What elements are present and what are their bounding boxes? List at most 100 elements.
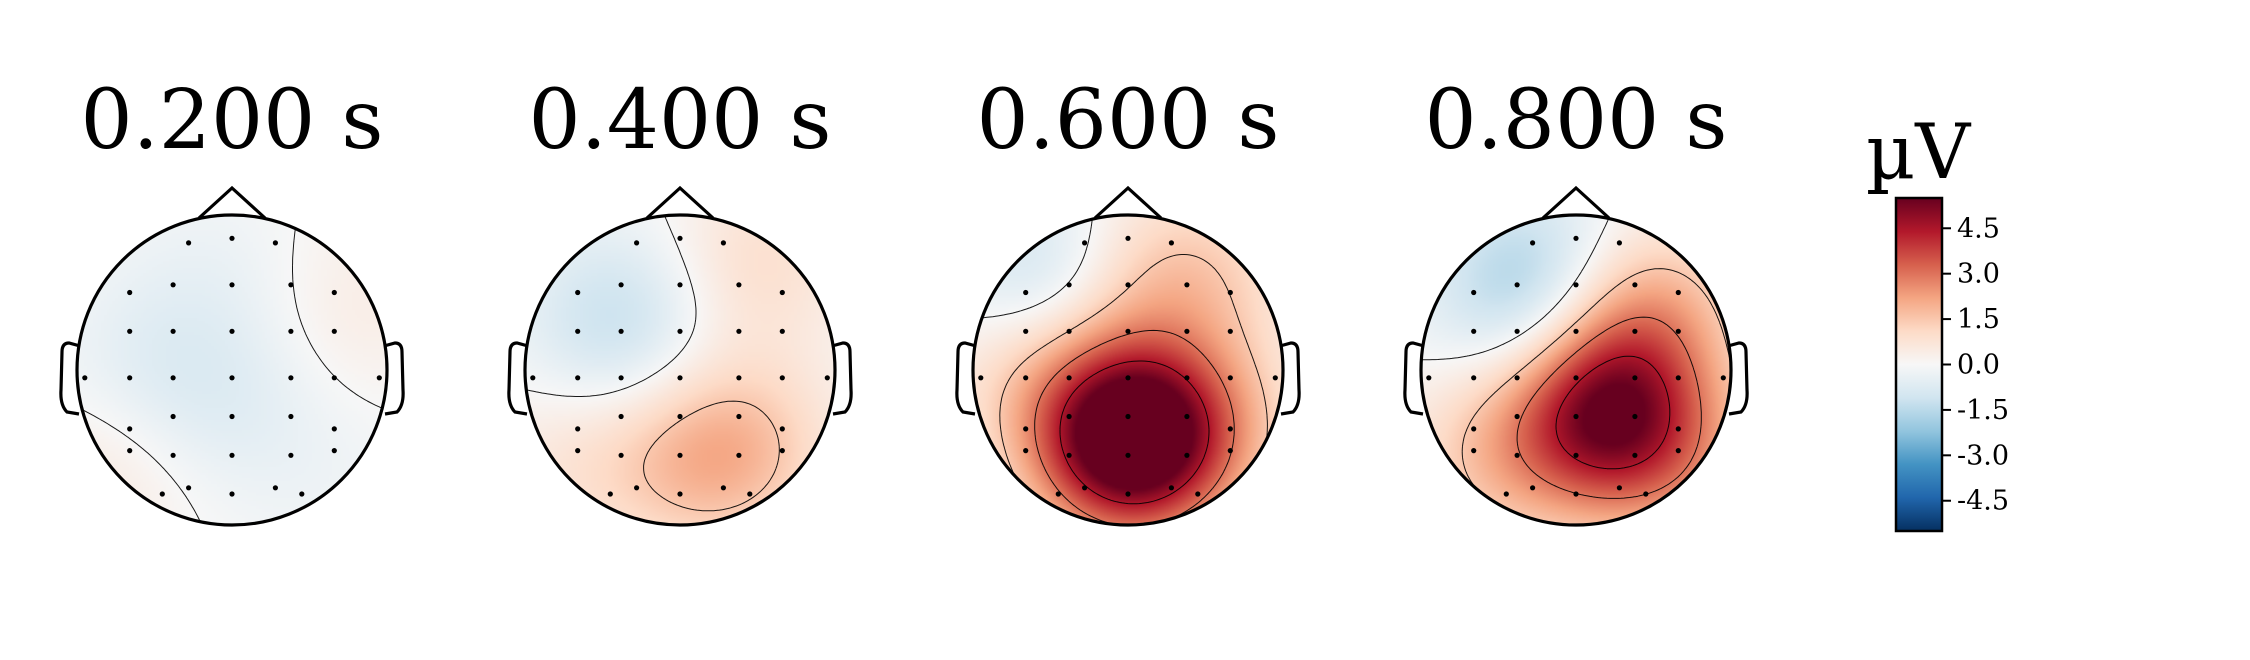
sensor-dot — [229, 491, 235, 497]
sensor-dot — [186, 240, 192, 246]
sensor-dot — [229, 413, 235, 420]
sensor-dot — [1023, 289, 1029, 296]
sensor-dot — [1125, 413, 1131, 420]
sensor-dot — [677, 235, 683, 241]
sensor-dot — [1675, 426, 1681, 432]
sensor-dot — [1632, 452, 1638, 458]
sensor-dot — [720, 240, 727, 246]
sensor-dot — [1227, 328, 1233, 334]
left-ear — [507, 341, 529, 416]
sensor-dot — [288, 413, 294, 420]
sensor-dot — [634, 240, 640, 246]
nose — [1541, 185, 1611, 220]
sensor-dot — [1514, 282, 1520, 288]
head-outline — [523, 213, 837, 527]
sensor-dot — [1184, 375, 1190, 381]
sensor-dot — [1514, 328, 1520, 334]
sensor-dot — [736, 452, 742, 458]
sensor-dot — [82, 375, 88, 381]
sensor-dot — [1573, 235, 1579, 241]
sensor-dot — [1675, 328, 1681, 334]
sensor-dot — [1720, 375, 1726, 381]
sensor-dot — [1184, 452, 1190, 458]
sensor-dot — [288, 452, 294, 458]
sensor-dot — [1675, 448, 1681, 454]
sensor-dot — [1514, 413, 1520, 420]
sensor-dot — [1675, 289, 1681, 296]
sensor-dot — [720, 485, 727, 491]
sensor-dot — [1082, 485, 1088, 491]
sensor-dot — [607, 491, 613, 497]
topomap-title: 0.800 s — [1425, 73, 1728, 168]
sensor-dot — [677, 452, 683, 458]
head-outline — [1419, 213, 1733, 527]
sensor-dot — [575, 426, 581, 432]
sensor-dot — [1573, 328, 1579, 334]
sensor-dot — [677, 375, 683, 381]
left-ear — [955, 341, 977, 416]
sensor-dot — [1632, 328, 1638, 334]
sensor-dot — [634, 485, 640, 491]
colorbar-tick-label: 4.5 — [1957, 213, 2000, 244]
head-outline — [75, 213, 389, 527]
sensor-dot — [127, 328, 133, 334]
contour-line — [1516, 316, 1702, 499]
sensor-dot — [186, 485, 192, 491]
sensor-dot — [978, 375, 984, 381]
sensor-dot — [779, 448, 785, 454]
sensor-dot — [779, 289, 785, 296]
right-ear — [1279, 341, 1301, 416]
sensor-dot — [530, 375, 536, 381]
sensor-dot — [1023, 426, 1029, 432]
left-ear — [1403, 341, 1425, 416]
left-ear — [59, 341, 81, 416]
sensor-dot — [1632, 375, 1638, 381]
sensor-dot — [127, 448, 133, 454]
sensor-dot — [1125, 491, 1131, 497]
sensor-dot — [1616, 240, 1622, 246]
contour-lines — [1421, 215, 1731, 525]
sensor-dot — [1503, 491, 1509, 497]
sensor-dot — [229, 452, 235, 458]
sensor-dot — [376, 375, 382, 381]
sensor-dot — [229, 375, 235, 381]
topomap-title: 0.200 s — [81, 73, 384, 168]
sensor-dot — [1573, 375, 1579, 381]
topomap-field — [525, 215, 835, 525]
sensor-dot — [127, 426, 133, 432]
colorbar-tick-label: 3.0 — [1957, 259, 2000, 290]
sensor-dot — [575, 328, 581, 334]
colorbar-gradient — [1894, 196, 1944, 533]
sensor-dot — [618, 375, 624, 381]
sensor-dot — [288, 375, 294, 381]
sensor-dot — [288, 328, 294, 334]
sensor-dot — [1227, 289, 1233, 296]
colorbar: µV 4.5 3.0 1.5 0.0 -1.5 -3.0 -4.5 — [1866, 107, 2009, 533]
sensor-dot — [170, 282, 176, 288]
topomap-title: 0.600 s — [977, 73, 1280, 168]
topomap-field — [1421, 215, 1731, 525]
sensor-dot — [747, 491, 753, 497]
colorbar-tick-label: -3.0 — [1957, 440, 2009, 471]
sensor-dot — [331, 375, 337, 381]
sensor-dot — [1184, 282, 1190, 288]
sensor-dot — [824, 375, 830, 381]
sensor-dot — [272, 485, 278, 491]
sensor-dot — [618, 328, 624, 334]
sensor-dot — [618, 282, 624, 288]
topomap-2: 0.400 s — [507, 73, 853, 527]
sensor-dot — [1272, 375, 1278, 381]
sensor-dot — [1675, 375, 1681, 381]
sensor-dot — [1573, 282, 1579, 288]
colorbar-tick-label: 1.5 — [1957, 304, 2000, 335]
sensor-dot — [127, 375, 133, 381]
sensor-dot — [299, 491, 305, 497]
nose — [1093, 185, 1163, 220]
sensor-dot — [779, 375, 785, 381]
sensor-dot — [1066, 452, 1072, 458]
sensor-dot — [736, 328, 742, 334]
sensor-dot — [736, 282, 742, 288]
sensor-dot — [170, 413, 176, 420]
head-outline — [971, 213, 1285, 527]
topomap-1: 0.200 s — [59, 73, 405, 527]
